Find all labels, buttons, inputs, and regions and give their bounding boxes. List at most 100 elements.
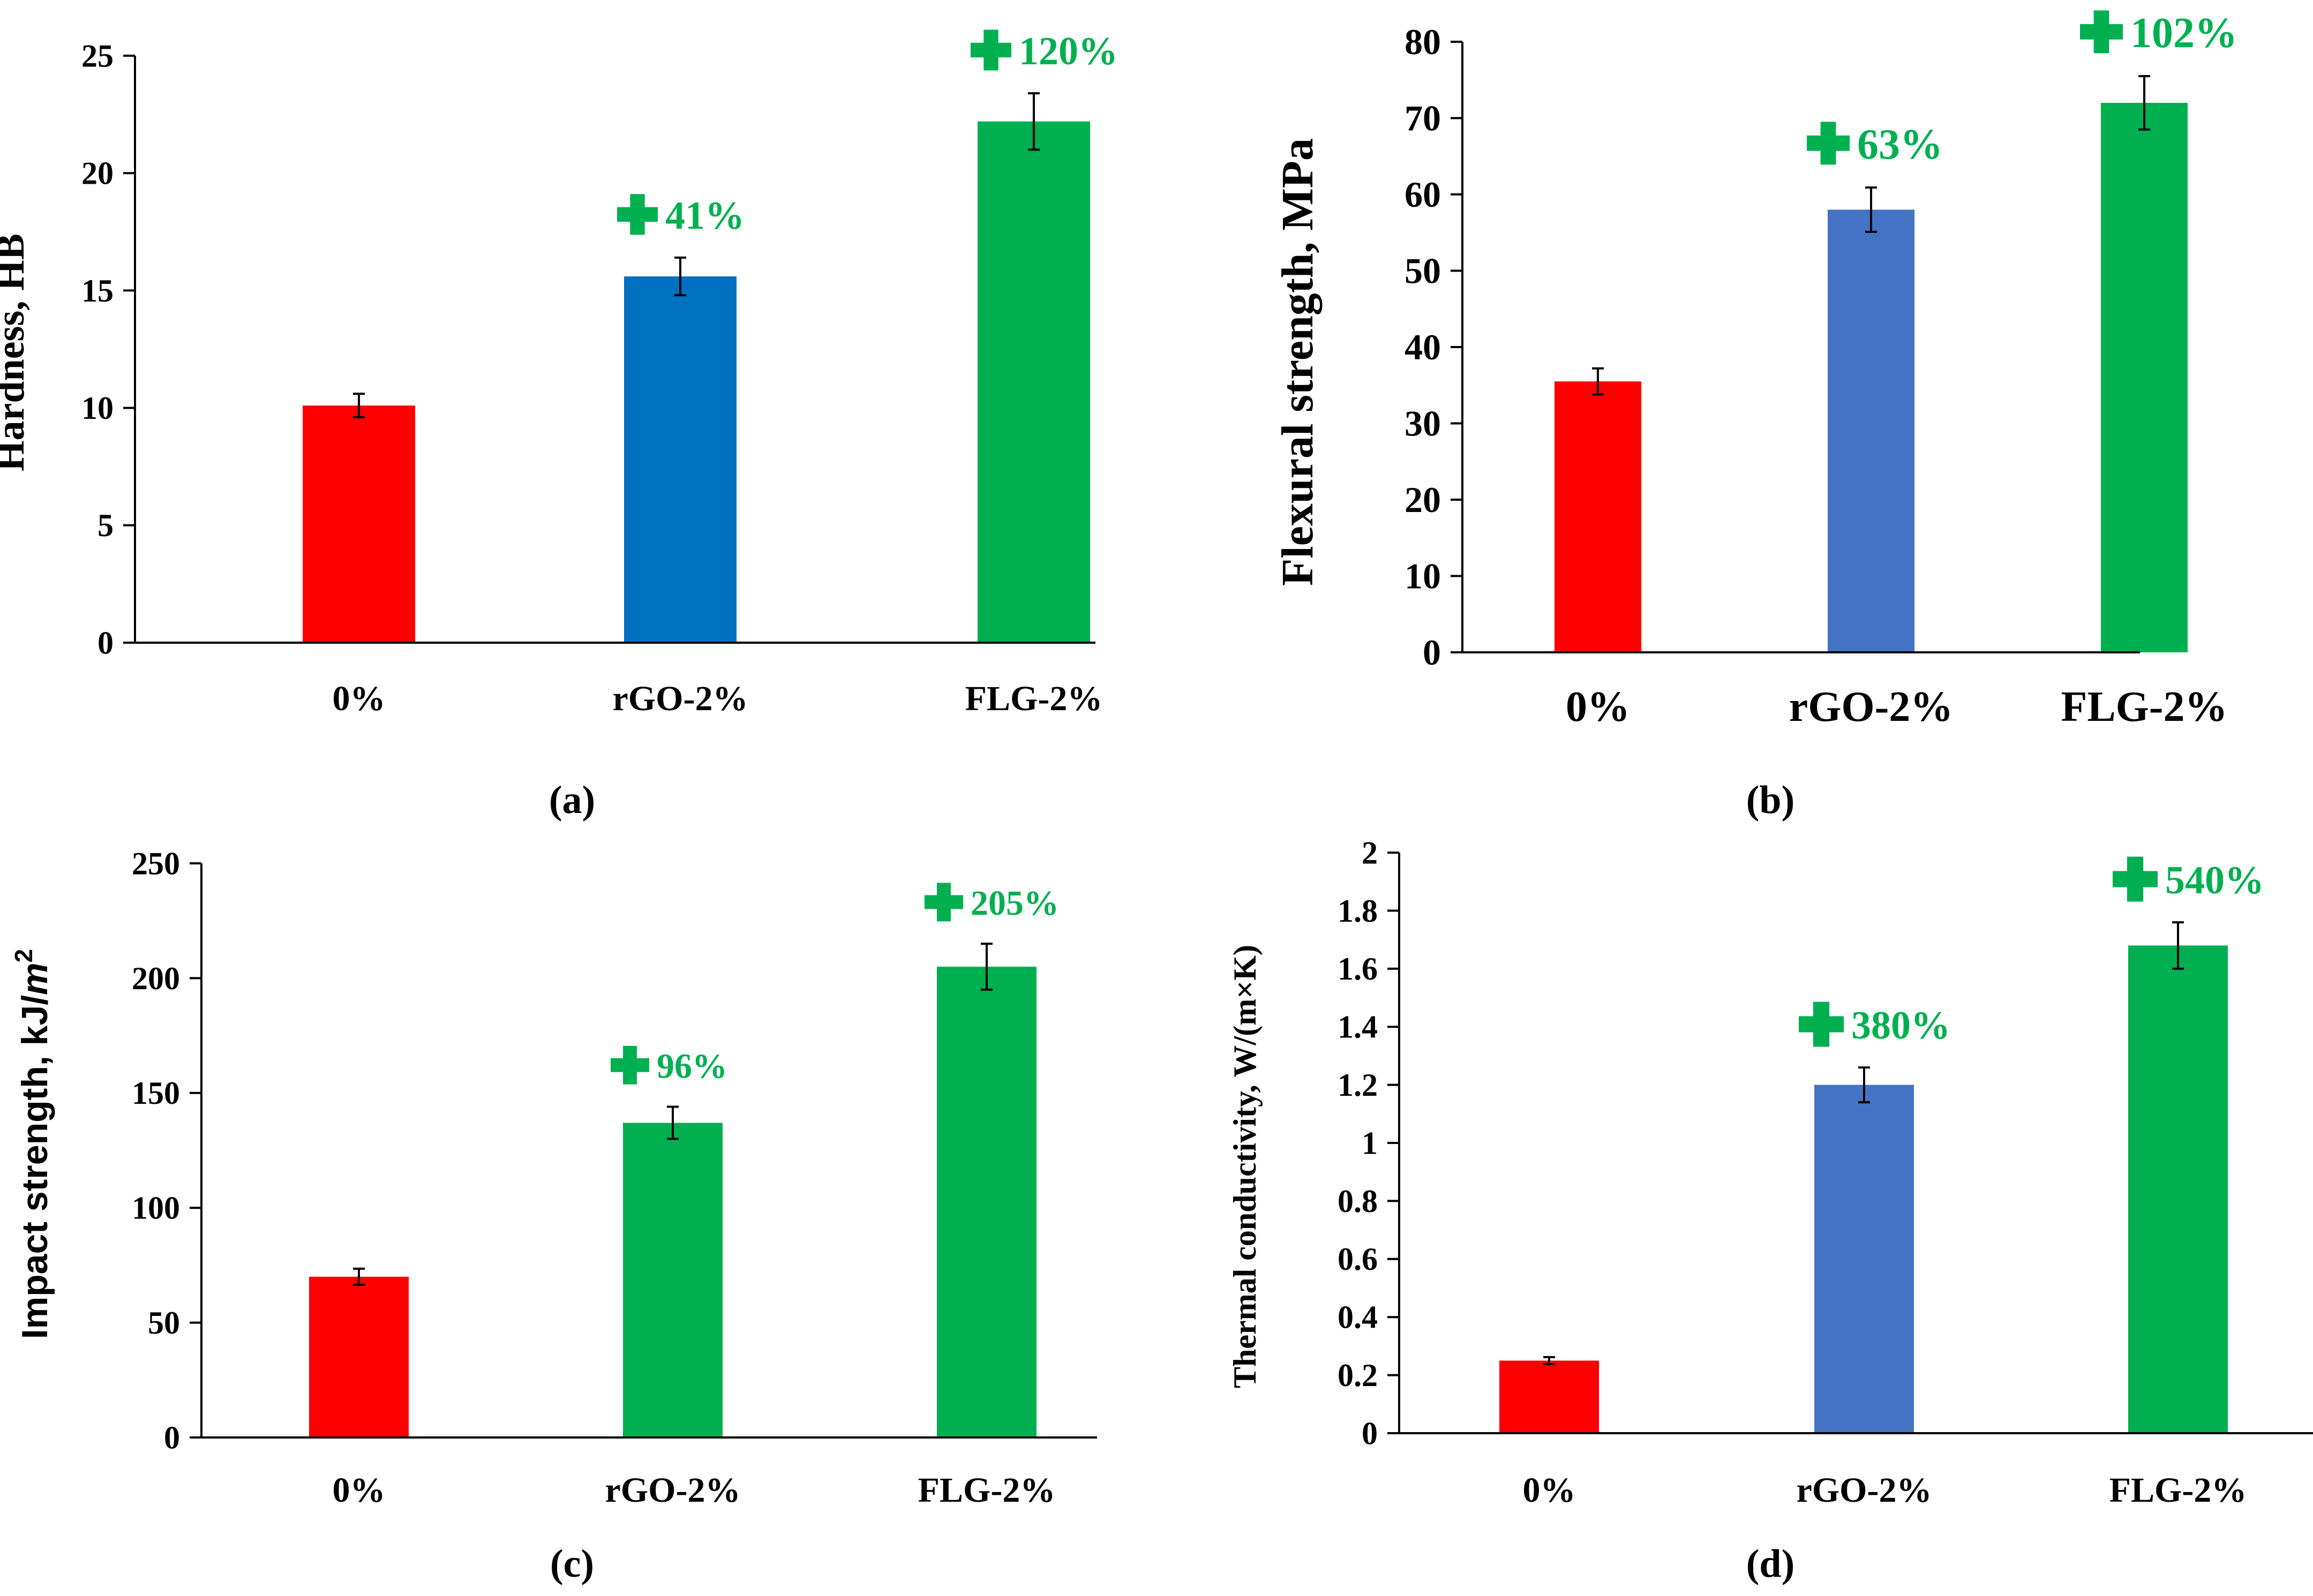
y-tick-label: 0 xyxy=(97,625,114,660)
y-axis-label: Impact strength, kJ/m2 xyxy=(10,949,55,1339)
y-tick-label: 70 xyxy=(1405,98,1441,139)
increase-annotation: 41% xyxy=(665,194,745,238)
axes xyxy=(134,56,1095,644)
y-tick-label: 1 xyxy=(1362,1125,1378,1161)
annotations: 96% 205% xyxy=(611,883,1059,1086)
axes xyxy=(1398,853,2313,1434)
axes xyxy=(1461,42,2140,653)
panel-label: (a) xyxy=(549,778,595,822)
plus-icon xyxy=(617,194,658,235)
panel-letter: d xyxy=(1759,1542,1781,1586)
panel-c: Impact strength, kJ/m2 0 50 100 150 200 250 9… xyxy=(10,846,1097,1586)
plus-icon xyxy=(925,883,963,922)
category-label: 0% xyxy=(1523,1471,1576,1510)
increase-annotation: 540% xyxy=(2165,859,2264,902)
category-label: rGO-2% xyxy=(613,679,748,718)
y-tick-label: 40 xyxy=(1405,327,1441,367)
category-label: 0% xyxy=(333,679,386,718)
y-tick-label: 25 xyxy=(81,38,114,73)
y-tick-label: 20 xyxy=(1405,479,1441,520)
error-bars xyxy=(1543,921,2184,1366)
panel-d: Thermal conductivity, W/(m×K) 0 0.2 0.4 0.6… xyxy=(1227,835,2313,1586)
panel-label: (c) xyxy=(550,1542,594,1586)
plus-icon xyxy=(971,29,1011,71)
y-tick-labels: 0 10 20 30 40 50 60 70 80 xyxy=(1405,21,1462,673)
plus-icon xyxy=(611,1045,649,1085)
bars xyxy=(309,966,1037,1437)
category-label: FLG-2% xyxy=(918,1471,1056,1510)
y-tick-label: 10 xyxy=(81,390,114,426)
error-bars xyxy=(353,92,1040,419)
plus-icon xyxy=(1807,122,1850,165)
bars xyxy=(1499,945,2228,1433)
y-tick-label: 15 xyxy=(81,273,114,308)
y-tick-label: 0 xyxy=(164,1420,180,1455)
y-axis-label-exponent: 2 xyxy=(10,949,37,963)
y-tick-label: 1.4 xyxy=(1338,1010,1378,1045)
y-tick-label: 30 xyxy=(1405,403,1441,444)
bars xyxy=(1554,103,2188,652)
category-label: rGO-2% xyxy=(605,1471,741,1510)
increase-annotation: 205% xyxy=(971,884,1059,923)
bar xyxy=(1499,1360,1599,1433)
increase-annotation: 96% xyxy=(657,1047,727,1086)
y-tick-label: 0 xyxy=(1423,632,1441,673)
category-label: FLG-2% xyxy=(2061,683,2227,731)
y-tick-label: 5 xyxy=(97,508,114,543)
category-labels: 0% rGO-2% FLG-2% xyxy=(333,1471,1056,1510)
bar xyxy=(978,121,1090,643)
plus-icon xyxy=(1799,1002,1844,1047)
increase-annotation: 63% xyxy=(1857,121,1943,168)
bar xyxy=(624,276,737,643)
bars xyxy=(303,121,1090,643)
bar xyxy=(1828,209,1914,652)
category-label: 0% xyxy=(333,1471,386,1510)
bar xyxy=(2128,945,2228,1433)
y-tick-label: 80 xyxy=(1405,21,1441,62)
y-axis-label-unit: m xyxy=(14,962,55,995)
y-axis-label: Thermal conductivity, W/(m×K) xyxy=(1227,945,1263,1388)
bar xyxy=(1814,1085,1914,1433)
y-tick-label: 1.8 xyxy=(1338,893,1378,929)
increase-annotation: 380% xyxy=(1851,1004,1950,1048)
y-tick-label: 60 xyxy=(1405,174,1441,215)
category-labels: 0% rGO-2% FLG-2% xyxy=(1523,1471,2247,1510)
y-axis-label: Flexural strength, MPa xyxy=(1273,138,1323,586)
y-tick-label: 0.2 xyxy=(1338,1358,1378,1393)
plus-icon xyxy=(2080,10,2123,54)
panel-letter: a xyxy=(562,778,582,822)
panel-label: (b) xyxy=(1746,778,1794,822)
y-tick-label: 50 xyxy=(1405,251,1441,291)
y-tick-label: 20 xyxy=(81,156,114,191)
bar xyxy=(303,405,415,643)
category-label: 0% xyxy=(1566,683,1630,731)
y-tick-label: 150 xyxy=(132,1075,180,1111)
y-tick-label: 50 xyxy=(148,1305,180,1341)
y-tick-label: 1.2 xyxy=(1338,1067,1378,1103)
bar xyxy=(309,1276,409,1437)
y-tick-label: 250 xyxy=(132,846,180,881)
category-label: FLG-2% xyxy=(2109,1471,2247,1510)
increase-annotation: 102% xyxy=(2130,10,2237,57)
y-tick-label: 2 xyxy=(1362,835,1378,870)
bar xyxy=(2101,103,2188,652)
annotations: 41% 120% xyxy=(617,29,1118,238)
y-tick-label: 0.6 xyxy=(1338,1241,1378,1277)
category-labels: 0% rGO-2% FLG-2% xyxy=(333,679,1103,718)
y-tick-label: 100 xyxy=(132,1191,180,1226)
category-labels: 0% rGO-2% FLG-2% xyxy=(1566,683,2228,731)
y-axis-label: Hardness, HB xyxy=(0,234,33,471)
axes xyxy=(200,863,1097,1439)
y-tick-label: 0.8 xyxy=(1338,1184,1378,1219)
y-tick-labels: 0 5 10 15 20 25 xyxy=(81,38,135,660)
y-tick-labels: 0 0.2 0.4 0.6 0.8 1 1.2 1.4 1.6 1.8 2 xyxy=(1338,835,1399,1451)
bar xyxy=(623,1123,723,1437)
panel-label: (d) xyxy=(1746,1542,1794,1586)
y-tick-label: 0 xyxy=(1362,1416,1378,1451)
y-tick-label: 0.4 xyxy=(1338,1300,1378,1335)
plus-icon xyxy=(2113,856,2158,902)
y-axis-label-text: Impact strength, kJ/ xyxy=(14,995,55,1339)
y-tick-labels: 0 50 100 150 200 250 xyxy=(132,846,201,1455)
